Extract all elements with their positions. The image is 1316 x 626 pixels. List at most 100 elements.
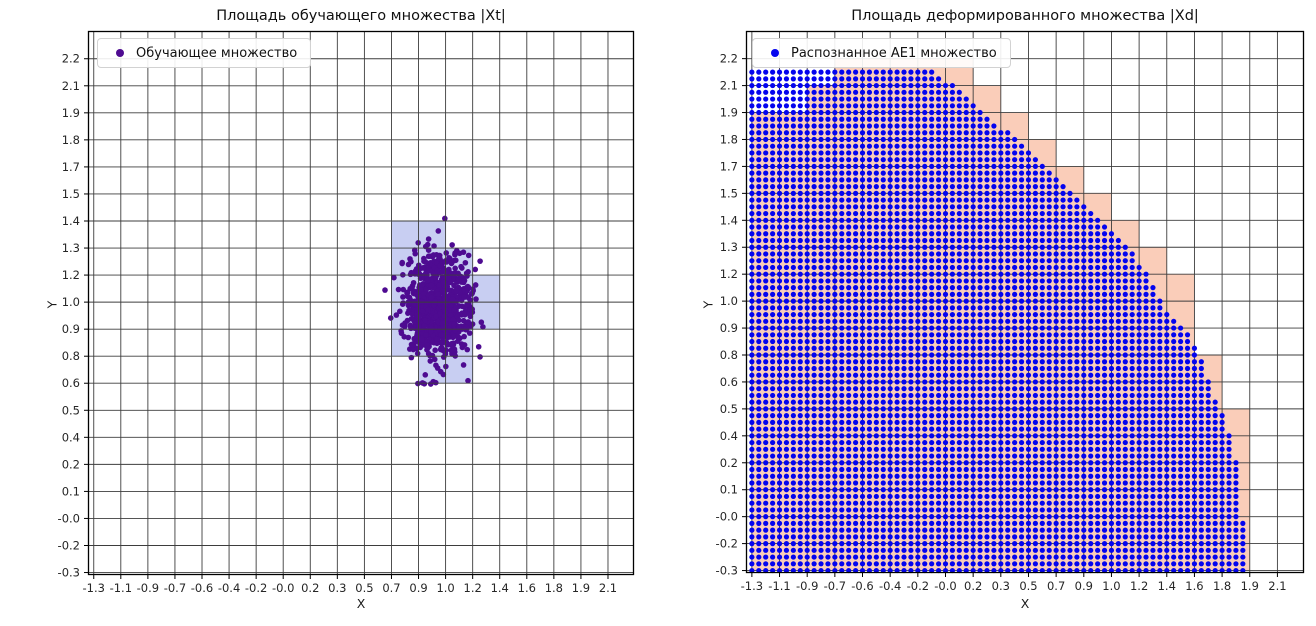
data-point (922, 163, 928, 170)
data-point (956, 460, 962, 466)
data-point (894, 82, 900, 89)
data-point (434, 340, 440, 347)
data-point (749, 487, 755, 493)
data-point (1095, 372, 1101, 378)
data-point (1101, 237, 1108, 244)
data-point (770, 210, 776, 217)
data-point (1122, 345, 1128, 351)
data-point (846, 426, 852, 432)
data-point (998, 466, 1004, 473)
data-point (970, 285, 976, 291)
data-point (1025, 150, 1032, 156)
data-point (866, 392, 873, 399)
data-point (1012, 251, 1018, 257)
data-point (1032, 527, 1038, 533)
data-point (1129, 460, 1135, 466)
data-point (894, 399, 900, 405)
data-point (1088, 439, 1094, 446)
data-point (942, 197, 949, 203)
data-point (998, 439, 1004, 446)
data-point (859, 514, 866, 520)
y-tick-label: 1.2 (62, 268, 80, 282)
data-point (811, 392, 817, 399)
data-point (763, 487, 769, 493)
data-point (1039, 520, 1045, 526)
data-point (1060, 419, 1066, 425)
data-point (1032, 217, 1038, 223)
data-point (852, 82, 859, 89)
data-point (825, 103, 831, 109)
data-point (929, 399, 935, 405)
data-point (811, 426, 817, 432)
data-point (1053, 359, 1059, 365)
data-point (935, 82, 942, 89)
data-point (846, 150, 852, 156)
data-point (1046, 372, 1052, 378)
data-point (956, 466, 962, 473)
data-point (873, 69, 879, 75)
data-point (1115, 426, 1121, 432)
data-point (866, 547, 873, 553)
data-point (852, 493, 859, 500)
data-point (749, 190, 755, 196)
data-point (922, 96, 928, 102)
data-point (1081, 554, 1087, 560)
data-point (1067, 332, 1073, 338)
data-point (431, 243, 437, 249)
data-point (859, 69, 866, 75)
data-point (908, 567, 914, 574)
data-point (894, 359, 900, 365)
data-point (1032, 237, 1038, 244)
data-point (887, 311, 893, 318)
data-point (783, 332, 790, 338)
data-point (984, 332, 990, 338)
data-point (1095, 352, 1101, 358)
data-point (901, 311, 907, 318)
data-point (859, 500, 866, 506)
data-point (811, 419, 817, 425)
data-point (811, 446, 817, 452)
data-point (756, 466, 762, 473)
data-point (811, 318, 817, 324)
data-point (1018, 231, 1025, 237)
data-point (1018, 217, 1025, 223)
data-point (922, 197, 928, 203)
data-point (1046, 527, 1052, 533)
data-point (408, 325, 414, 332)
data-point (901, 116, 907, 122)
data-point (1053, 399, 1059, 405)
data-point (1129, 359, 1135, 365)
data-point (935, 433, 942, 439)
data-point (1095, 439, 1101, 446)
data-point (942, 372, 949, 378)
data-point (1115, 291, 1121, 297)
data-point (901, 96, 907, 102)
data-point (461, 294, 467, 300)
data-point (894, 386, 900, 392)
data-point (977, 177, 983, 183)
data-point (1088, 291, 1094, 297)
data-point (935, 332, 942, 338)
data-point (832, 231, 838, 237)
data-point (846, 136, 852, 143)
data-point (908, 271, 914, 277)
data-point (998, 278, 1004, 284)
data-point (1060, 311, 1066, 318)
data-point (1115, 520, 1121, 526)
data-point (1046, 210, 1052, 217)
data-point (804, 190, 810, 196)
data-point (929, 258, 935, 264)
data-point (1081, 541, 1087, 547)
data-point (756, 143, 762, 149)
data-point (1018, 426, 1025, 432)
data-point (1039, 460, 1045, 466)
data-point (1095, 359, 1101, 365)
data-point (756, 419, 762, 425)
data-point (866, 379, 873, 385)
data-point (825, 123, 831, 129)
data-point (922, 305, 928, 311)
data-point (1039, 251, 1045, 257)
data-point (797, 244, 803, 250)
data-point (1018, 318, 1025, 324)
data-point (770, 69, 776, 75)
